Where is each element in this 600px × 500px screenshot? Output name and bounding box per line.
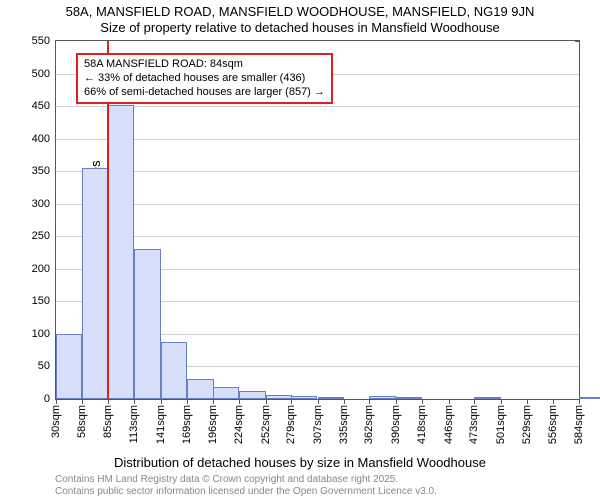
x-tick-mark [527,399,528,404]
y-tick-label: 550 [32,35,50,47]
x-tick-label: 362sqm [363,405,375,444]
attribution-line2: Contains public sector information licen… [55,486,437,498]
x-tick-label: 85sqm [102,405,114,438]
x-tick-mark [369,399,370,404]
x-tick-mark [318,399,319,404]
x-tick-label: 113sqm [128,405,140,443]
x-tick-label: 141sqm [155,405,167,444]
x-tick-mark [56,399,57,404]
x-tick-label: 252sqm [260,405,272,444]
x-tick-mark [291,399,292,404]
x-tick-label: 224sqm [233,405,245,444]
x-tick-mark [187,399,188,404]
histogram-bar [187,379,213,399]
x-tick-label: 418sqm [416,405,428,444]
histogram-bar [396,397,422,399]
x-tick-label: 335sqm [338,405,350,444]
x-tick-label: 169sqm [181,405,193,444]
x-tick-label: 196sqm [207,405,219,444]
x-tick-label: 30sqm [50,405,62,438]
x-tick-mark [161,399,162,404]
x-tick-label: 58sqm [76,405,88,438]
histogram-bar [291,396,317,399]
y-tick-label: 0 [44,393,50,405]
histogram-bar [239,391,265,399]
x-tick-mark [239,399,240,404]
y-tick-label: 50 [38,360,50,372]
y-tick-label: 350 [32,165,50,177]
annotation-box: 58A MANSFIELD ROAD: 84sqm ← 33% of detac… [76,53,333,104]
x-tick-label: 529sqm [521,405,533,444]
chart-container: 58A, MANSFIELD ROAD, MANSFIELD WOODHOUSE… [0,0,600,500]
annotation-line3: 66% of semi-detached houses are larger (… [84,86,325,100]
histogram-bar [266,395,292,399]
annotation-line2: ← 33% of detached houses are smaller (43… [84,72,325,86]
attribution-line1: Contains HM Land Registry data © Crown c… [55,474,437,486]
x-tick-mark [108,399,109,404]
histogram-bar [108,105,134,399]
histogram-bar [369,396,395,399]
y-tick-label: 300 [32,198,50,210]
x-tick-label: 390sqm [390,405,402,444]
histogram-bar [161,342,187,399]
histogram-bar [82,168,108,399]
x-tick-mark [501,399,502,404]
x-tick-mark [134,399,135,404]
x-tick-mark [396,399,397,404]
histogram-bar [56,334,82,399]
histogram-bar [474,397,500,399]
x-tick-mark [213,399,214,404]
x-tick-mark [82,399,83,404]
x-tick-mark [266,399,267,404]
x-axis-label: Distribution of detached houses by size … [0,455,600,470]
x-tick-mark [579,399,580,404]
y-tick-label: 250 [32,230,50,242]
histogram-bar [213,387,239,399]
y-tick-label: 400 [32,133,50,145]
x-tick-mark [474,399,475,404]
x-tick-label: 473sqm [468,405,480,444]
x-tick-mark [422,399,423,404]
y-tick-label: 200 [32,263,50,275]
plot-area: 58A MANSFIELD ROAD: 84sqm ← 33% of detac… [55,40,580,400]
y-tick-label: 150 [32,295,50,307]
x-tick-label: 446sqm [443,405,455,444]
histogram-bar [134,249,160,399]
chart-title-line1: 58A, MANSFIELD ROAD, MANSFIELD WOODHOUSE… [0,4,600,19]
x-tick-mark [344,399,345,404]
histogram-bar [318,397,344,399]
x-tick-label: 584sqm [573,405,585,444]
x-tick-label: 279sqm [285,405,297,444]
x-tick-mark [449,399,450,404]
attribution: Contains HM Land Registry data © Crown c… [55,474,437,498]
y-tick-label: 450 [32,100,50,112]
y-tick-label: 100 [32,328,50,340]
chart-title-line2: Size of property relative to detached ho… [0,20,600,35]
x-tick-label: 556sqm [547,405,559,444]
histogram-bar [579,397,600,399]
x-tick-label: 501sqm [495,405,507,444]
x-tick-mark [553,399,554,404]
x-tick-label: 307sqm [312,405,324,444]
annotation-line1: 58A MANSFIELD ROAD: 84sqm [84,58,325,72]
y-tick-label: 500 [32,68,50,80]
